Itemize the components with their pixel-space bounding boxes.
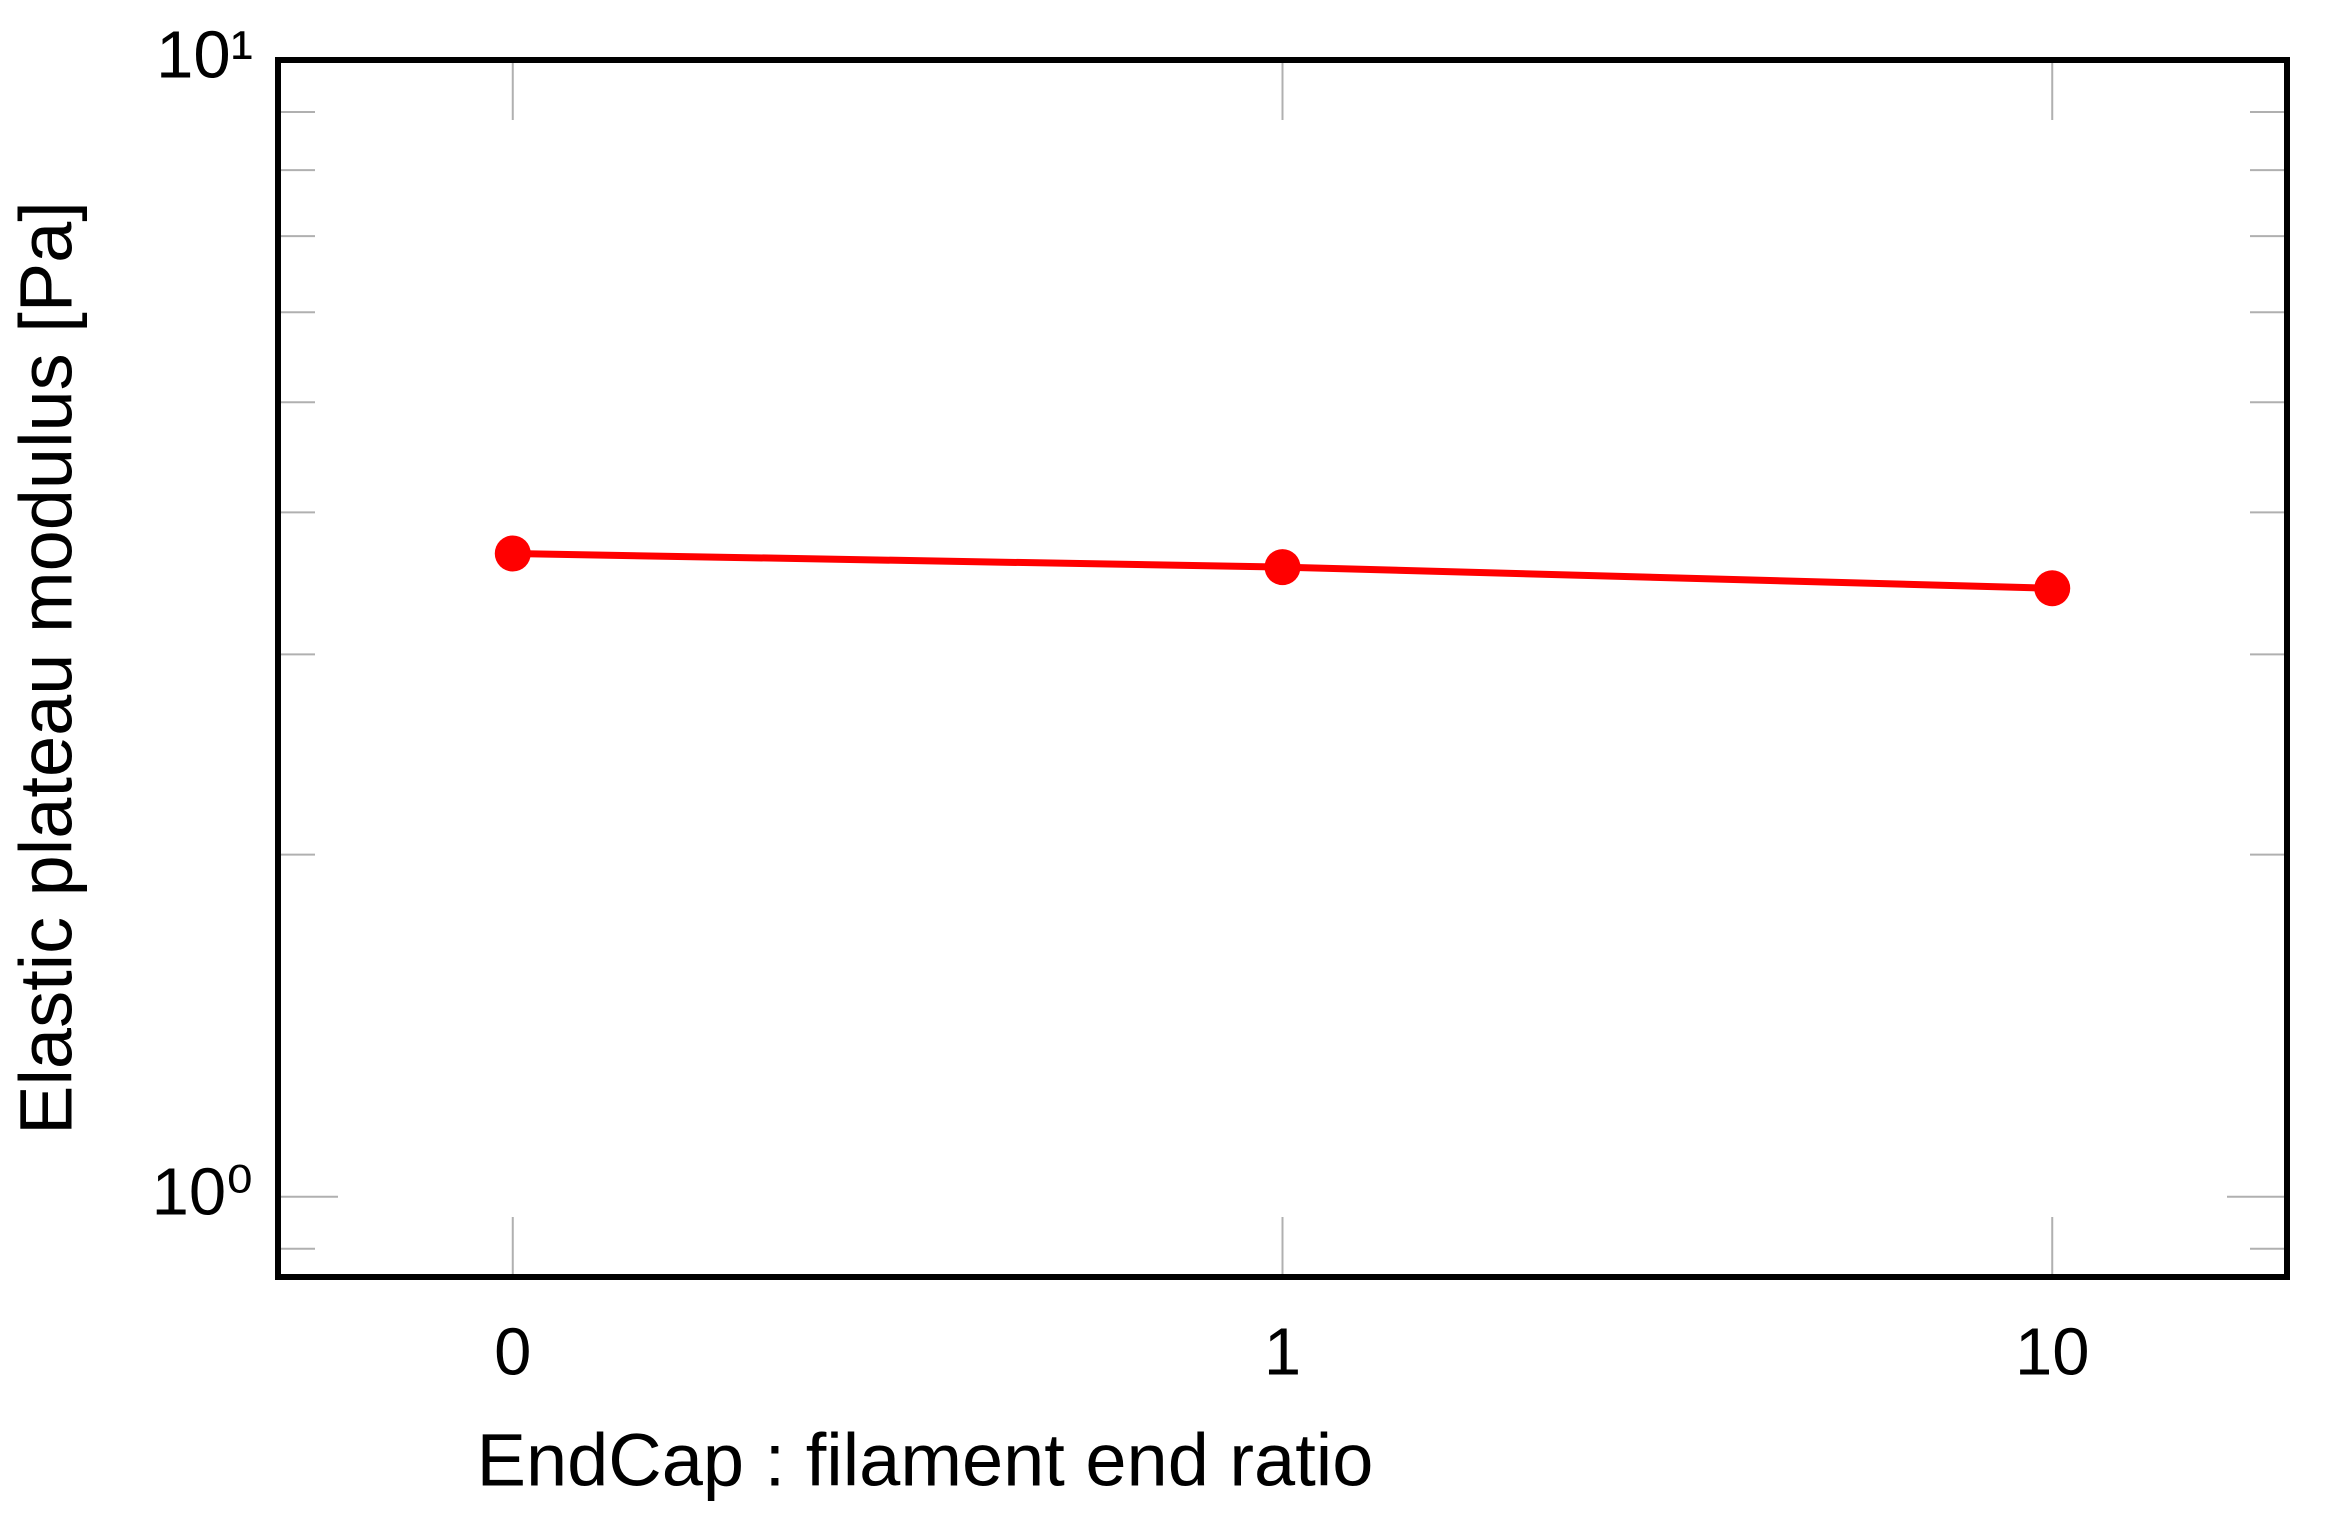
y-axis-label: Elastic plateau modulus [Pa] xyxy=(5,201,88,1135)
plot-frame xyxy=(275,57,2290,1280)
x-tick-label: 1 xyxy=(1264,1315,1301,1390)
x-tick-label: 10 xyxy=(2015,1315,2090,1390)
data-point xyxy=(2034,570,2071,607)
data-point xyxy=(1264,549,1301,586)
y-tick-label: 10¹ xyxy=(156,18,253,93)
y-tick-label: 10⁰ xyxy=(152,1154,253,1229)
x-axis-label: EndCap : filament end ratio xyxy=(477,1419,1374,1502)
x-tick-label: 0 xyxy=(494,1315,531,1390)
data-point xyxy=(494,535,531,572)
